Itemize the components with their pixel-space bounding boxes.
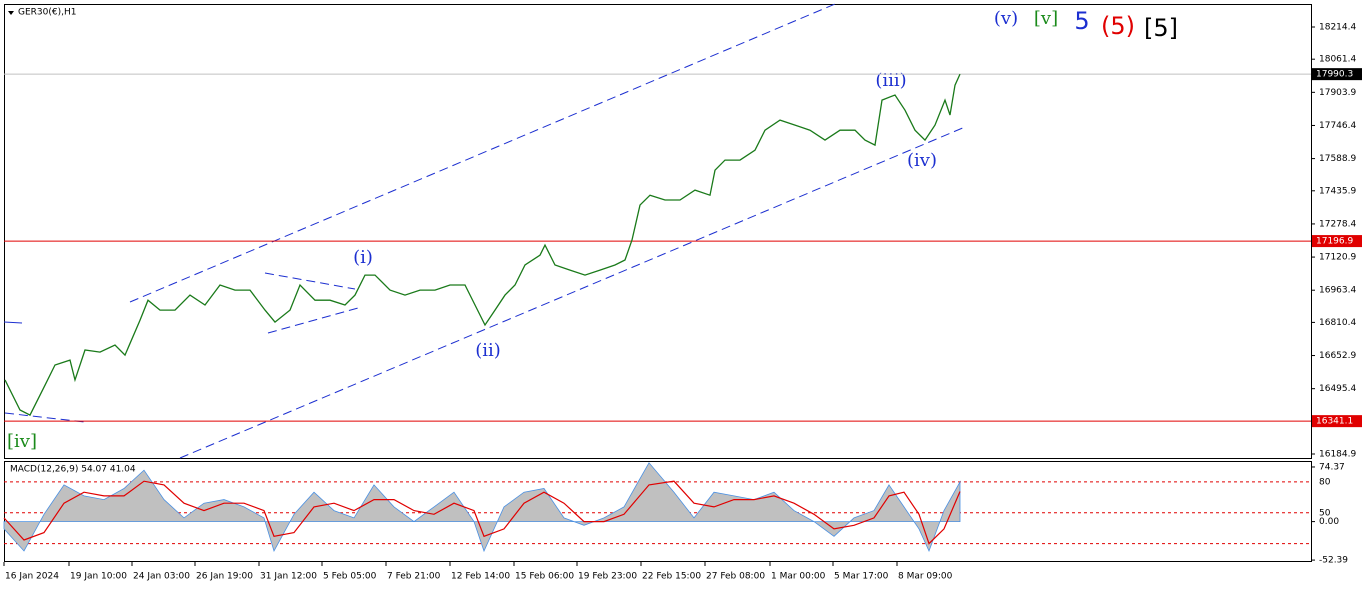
x-tick-label: 19 Feb 23:00 [578,572,637,582]
x-tick-label: 5 Feb 05:00 [323,572,377,582]
y-tick-label: 16963.4 [1319,286,1356,296]
wave-label: (ii) [475,340,501,361]
price-label: 17196.9 [1316,237,1353,247]
wave-label: [5] [1144,14,1178,42]
x-tick-label: 27 Feb 08:00 [706,572,765,582]
x-tick-label: 19 Jan 10:00 [70,572,127,582]
x-tick-label: 31 Jan 12:00 [260,572,317,582]
x-tick-label: 26 Jan 19:00 [196,572,253,582]
y-tick-label: 74.37 [1319,462,1345,472]
line-stub [3,321,23,324]
price-label-bg [1312,68,1362,81]
menu-triangle [8,11,14,15]
wave-label: (i) [353,247,373,268]
price-label-bg [1312,235,1362,248]
x-tick-label: 7 Feb 21:00 [387,572,441,582]
macd-frame [4,461,1312,562]
wave-label: (v) [994,8,1018,29]
wave-label: (iv) [907,150,937,171]
y-tick-label: 16810.4 [1319,318,1356,328]
level-label: 50 [1319,508,1331,518]
y-tick-label: 16652.9 [1319,351,1356,361]
y-tick-label: 17746.4 [1319,121,1356,131]
price-label: 17990.3 [1316,70,1353,80]
macd-title: MACD(12,26,9) 54.07 41.04 [10,465,136,475]
main-frame [4,4,1312,459]
y-tick-label: 17588.9 [1319,154,1356,164]
x-tick-label: 24 Jan 03:00 [133,572,190,582]
y-tick-label: 17278.4 [1319,219,1356,229]
x-tick-label: 16 Jan 2024 [5,572,59,582]
level-label: 80 [1319,477,1331,487]
wave-label: (iii) [875,70,906,91]
y-tick-label: 17435.9 [1319,186,1356,196]
y-tick-label: -52.39 [1319,556,1348,566]
x-tick-label: 22 Feb 15:00 [642,572,701,582]
x-tick-label: 12 Feb 14:00 [451,572,510,582]
y-tick-label: 16495.4 [1319,384,1356,394]
symbol-label: GER30(€),H1 [18,8,76,18]
y-tick-label: 18214.4 [1319,22,1356,32]
macd-area [3,462,961,553]
trendlines [4,3,966,459]
y-tick-label: 0.00 [1319,517,1339,527]
y-tick-label: 16184.9 [1319,450,1356,460]
wave-label: [iv] [7,431,37,452]
y-tick-label: 17120.9 [1319,253,1356,263]
price-line [4,73,961,416]
x-tick-label: 15 Feb 06:00 [515,572,574,582]
y-tick-label: 17903.9 [1319,88,1356,98]
price-label: 16341.1 [1316,417,1353,427]
wave-label: 5 [1074,7,1089,35]
x-tick-label: 1 Mar 00:00 [771,572,826,582]
price-label-bg [1312,415,1362,428]
signal-line [3,480,961,545]
x-tick-label: 5 Mar 17:00 [834,572,889,582]
y-tick-label: 18061.4 [1319,55,1356,65]
wave-label: [v] [1034,8,1058,29]
x-tick-label: 8 Mar 09:00 [898,572,953,582]
wave-label: (5) [1101,12,1135,40]
